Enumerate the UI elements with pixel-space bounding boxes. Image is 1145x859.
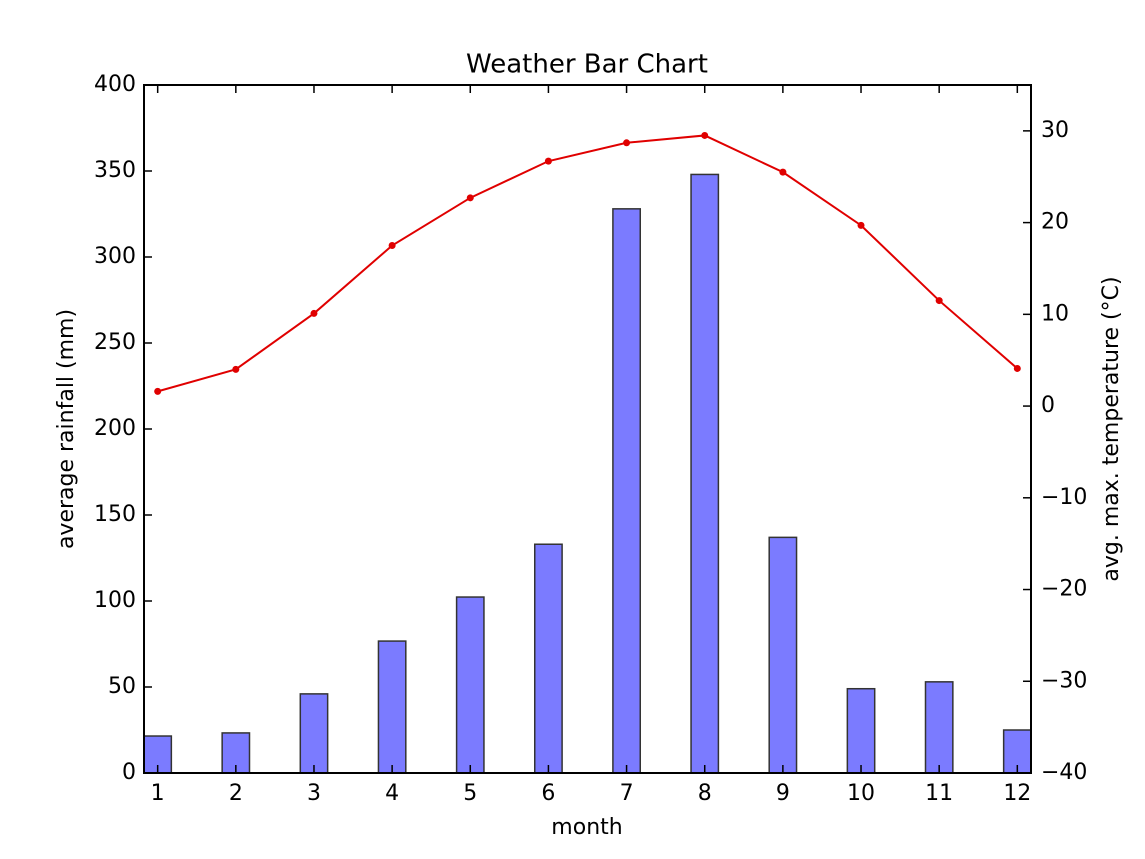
x-tick-label: 1 [151,781,165,806]
y2-tick-label: −30 [1041,668,1087,693]
point [1013,364,1021,372]
x-tick-label: 12 [1003,781,1031,806]
point [779,168,787,176]
y-tick-label: 400 [94,72,136,97]
x-tick-label: 11 [925,781,953,806]
x-tick-label: 2 [229,781,243,806]
bar [612,208,642,774]
x-tick-label: 8 [698,781,712,806]
y2-tick-label: 20 [1041,210,1069,235]
x-tick-label: 3 [307,781,321,806]
y-tick-label: 50 [108,674,136,699]
x-axis-label: month [551,815,622,840]
x-tick-label: 9 [776,781,790,806]
bar [924,681,954,774]
y2-axis-label: avg. max. temperature (°C) [1099,276,1124,581]
y-tick-label: 350 [94,158,136,183]
bar [768,536,798,774]
bar [846,687,876,774]
point [466,194,474,202]
point [232,365,240,373]
y2-tick-label: 10 [1041,301,1069,326]
point [310,309,318,317]
point [544,157,552,165]
point [154,387,162,395]
y-axis-label: average rainfall (mm) [54,309,79,549]
chart-title: Weather Bar Chart [466,50,708,80]
point [623,139,631,147]
y-tick-label: 200 [94,416,136,441]
x-tick-label: 7 [620,781,634,806]
bar [533,543,563,774]
y-tick-label: 0 [122,760,136,785]
y2-tick-label: −10 [1041,485,1087,510]
y2-tick-label: 30 [1041,118,1069,143]
x-tick-label: 5 [463,781,477,806]
bar [377,640,407,774]
y-tick-label: 150 [94,502,136,527]
y-tick-label: 300 [94,244,136,269]
point [935,297,943,305]
bar [299,693,329,774]
y2-tick-label: −40 [1041,760,1087,785]
y-tick-label: 100 [94,588,136,613]
y-tick-label: 250 [94,330,136,355]
x-tick-label: 10 [847,781,875,806]
point [701,131,709,139]
point [857,221,865,229]
x-tick-label: 4 [385,781,399,806]
y2-tick-label: 0 [1041,393,1055,418]
line [157,134,1018,393]
point [388,242,396,250]
plot-frame [143,84,1032,774]
y2-tick-label: −20 [1041,577,1087,602]
bar [455,596,485,774]
bar [690,173,720,774]
x-tick-label: 6 [541,781,555,806]
